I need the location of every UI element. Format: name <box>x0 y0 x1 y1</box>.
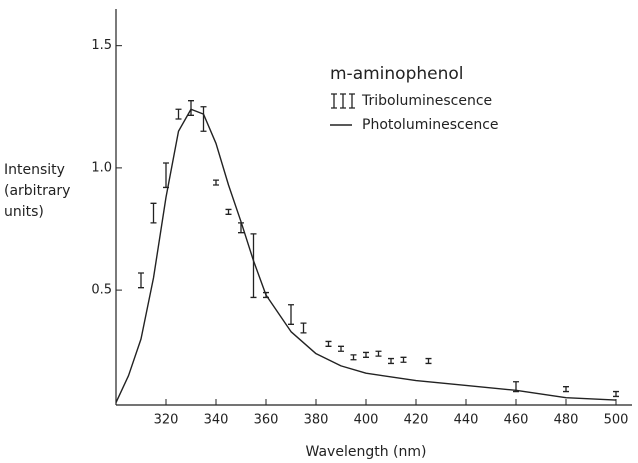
error-bar <box>250 233 257 299</box>
legend-symbol <box>340 93 346 109</box>
error-bar <box>363 351 369 358</box>
error-bar <box>613 390 619 398</box>
x-tick-label: 320 <box>154 413 179 428</box>
x-axis-label: Wavelength (nm) <box>306 444 427 460</box>
legend-title: m-aminophenol <box>330 64 464 84</box>
error-bar <box>338 345 344 352</box>
error-bar <box>563 386 569 393</box>
error-bar <box>225 208 232 215</box>
x-tick-label: 340 <box>204 413 229 428</box>
error-bar <box>175 108 182 120</box>
legend-symbol <box>349 93 355 109</box>
error-bar <box>150 202 157 224</box>
error-bar <box>325 340 332 347</box>
error-bar <box>188 100 194 116</box>
y-axis-label: Intensity (arbitrary units) <box>4 162 71 220</box>
x-tick-label: 380 <box>304 413 329 428</box>
x-tick-label: 440 <box>454 413 479 428</box>
curve <box>115 108 617 403</box>
error-bar <box>388 357 394 365</box>
error-bar <box>425 357 432 365</box>
y-tick-label: 1.5 <box>91 38 112 53</box>
error-bar <box>288 304 294 325</box>
y-tick-label: 1.0 <box>91 160 112 175</box>
x-tick-label: 500 <box>604 413 629 428</box>
error-bar <box>138 272 144 289</box>
x-tick-label: 400 <box>354 413 379 428</box>
x-tick-label: 420 <box>404 413 429 428</box>
y-tick-label: 0.5 <box>91 283 112 298</box>
legend-symbol <box>331 93 337 109</box>
x-tick-label: 480 <box>554 413 579 428</box>
legend-label: Photoluminescence <box>362 117 499 133</box>
x-tick-label: 460 <box>504 413 529 428</box>
error-bar <box>213 179 219 186</box>
error-bar <box>375 350 382 357</box>
x-tick-label: 360 <box>254 413 279 428</box>
legend-label: Triboluminescence <box>361 93 492 109</box>
error-bar <box>300 322 307 334</box>
error-bar <box>350 354 357 361</box>
error-bar <box>200 106 207 132</box>
error-bar <box>400 356 407 363</box>
